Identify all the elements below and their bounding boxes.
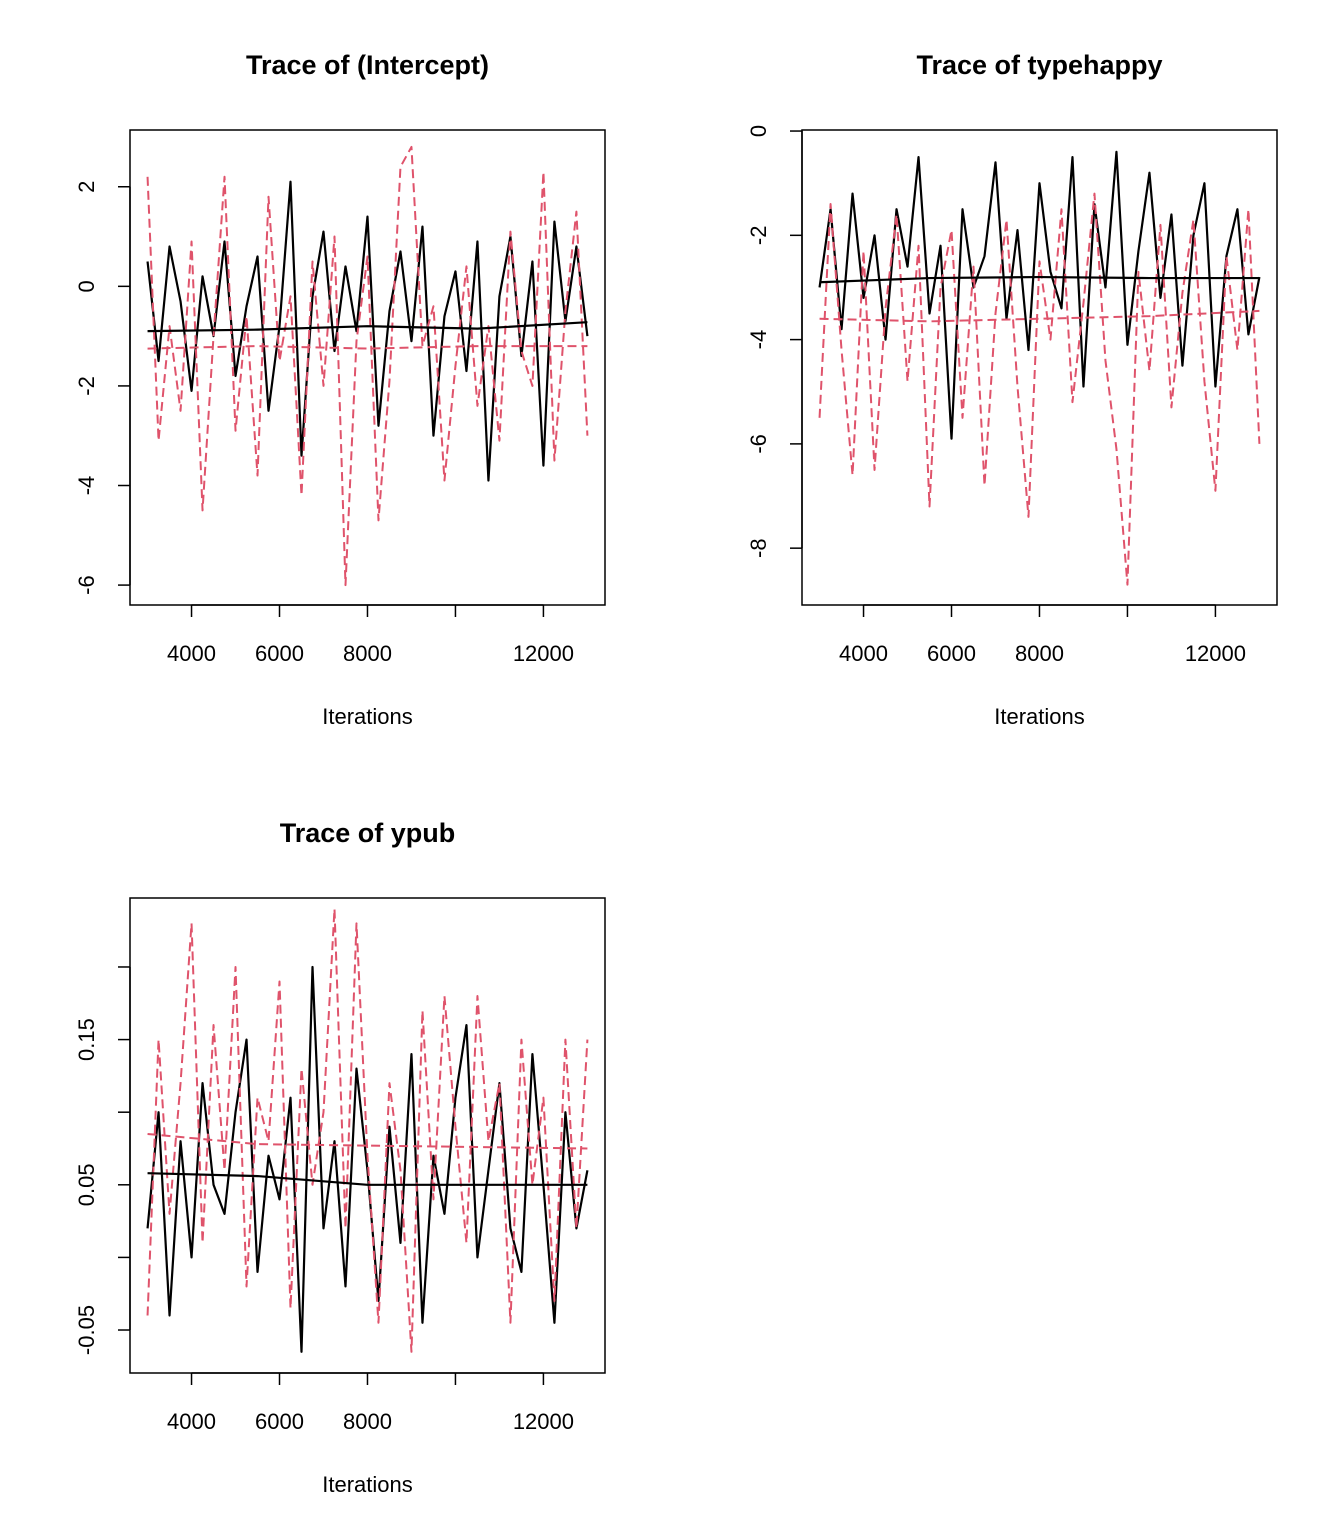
chart-title: Trace of typehappy: [916, 50, 1162, 80]
x-axis-label: Iterations: [322, 704, 413, 729]
y-tick-label: 2: [74, 181, 99, 193]
trace-line: [146, 145, 589, 587]
x-tick-label: 6000: [255, 641, 304, 666]
trace-line: [146, 907, 589, 1353]
y-tick-label: -6: [74, 575, 99, 595]
plot-frame: [129, 897, 606, 1374]
y-tick-label: 0: [746, 125, 771, 137]
x-tick-label: 6000: [927, 641, 976, 666]
trace-line: [818, 192, 1261, 586]
x-axis-label: Iterations: [994, 704, 1085, 729]
chart-title: Trace of ypub: [280, 818, 456, 848]
x-axis-label: Iterations: [322, 1472, 413, 1497]
x-tick-label: 12000: [513, 641, 574, 666]
x-tick-label: 8000: [343, 1409, 392, 1434]
x-tick-label: 6000: [255, 1409, 304, 1434]
y-tick-label: -6: [746, 434, 771, 454]
smooth-line: [819, 275, 1260, 284]
x-tick-label: 4000: [167, 1409, 216, 1434]
y-tick-label: -4: [74, 476, 99, 496]
smooth-line: [147, 1172, 588, 1186]
x-tick-label: 8000: [1015, 641, 1064, 666]
smooth-line: [147, 321, 588, 333]
smooth-line: [819, 309, 1260, 323]
y-tick-label: -2: [746, 226, 771, 246]
y-tick-label: 0.05: [74, 1163, 99, 1206]
y-tick-label: -2: [74, 376, 99, 396]
smooth-line: [147, 1132, 588, 1150]
x-tick-label: 4000: [839, 641, 888, 666]
plot-frame: [129, 129, 606, 606]
trace-line: [818, 150, 1261, 440]
y-tick-label: -0.05: [74, 1305, 99, 1355]
x-tick-label: 4000: [167, 641, 216, 666]
x-tick-label: 12000: [1185, 641, 1246, 666]
smooth-line: [147, 345, 588, 350]
y-tick-label: -8: [746, 538, 771, 558]
x-tick-label: 8000: [343, 641, 392, 666]
x-tick-label: 12000: [513, 1409, 574, 1434]
y-tick-label: -4: [746, 330, 771, 350]
y-tick-label: 0.15: [74, 1018, 99, 1061]
chart-title: Trace of (Intercept): [246, 50, 489, 80]
y-tick-label: 0: [74, 280, 99, 292]
